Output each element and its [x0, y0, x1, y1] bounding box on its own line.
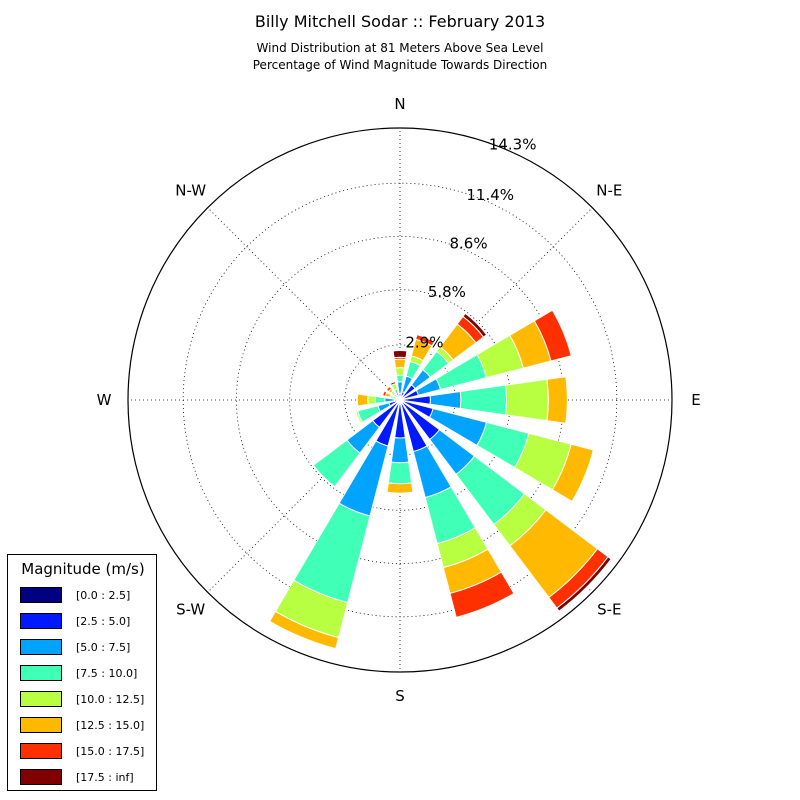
legend-swatch: [20, 587, 62, 603]
legend-swatch: [20, 639, 62, 655]
direction-label-s: S: [395, 687, 405, 705]
sector-segment-270-bin-4: [367, 394, 377, 406]
sector-segment-45-bin-7: [462, 312, 488, 338]
legend-swatch: [20, 769, 62, 785]
legend-swatch: [20, 743, 62, 759]
legend-label: [12.5 : 15.0]: [76, 719, 145, 732]
grid-spoke: [207, 207, 401, 401]
legend-label: [5.0 : 7.5]: [76, 641, 131, 654]
legend-label: [0.0 : 2.5]: [76, 589, 131, 602]
direction-label-s-w: S-W: [176, 600, 205, 618]
radial-tick-label: 8.6%: [449, 235, 487, 253]
direction-label-n: N: [394, 95, 405, 113]
outer-circle: [127, 127, 673, 673]
legend-swatch: [20, 665, 62, 681]
sector-segment-270-bin-3: [374, 395, 386, 405]
sector-segment-90-bin-2: [429, 390, 462, 410]
sector-segment-180-bin-2: [390, 437, 410, 464]
direction-label-w: W: [97, 391, 112, 409]
legend-label: [10.0 : 12.5]: [76, 693, 145, 706]
sector-segment-180-bin-5: [386, 482, 414, 494]
chart-subtitle-line-1: Wind Distribution at 81 Meters Above Sea…: [256, 41, 544, 55]
sector-segment-0-bin-4: [394, 367, 406, 377]
direction-labels: N N-E E S-E S S-W W N-W: [97, 95, 701, 705]
sector-segment-315-bin-7: [384, 384, 391, 391]
radial-tick-label: 14.3%: [489, 136, 537, 154]
sector-segment-157.5-bin-6: [449, 571, 515, 618]
sector-segment-90-bin-3: [459, 384, 508, 416]
sector-segment-67.5-bin-6: [533, 309, 572, 362]
chart-subtitle-line-2: Percentage of Wind Magnitude Towards Dir…: [252, 58, 548, 72]
grid-spoke: [399, 207, 593, 401]
sector-segment-225-bin-3: [312, 439, 361, 488]
sector-segment-270-bin-5: [356, 393, 369, 407]
sector-segment-90-bin-5: [546, 376, 568, 424]
sector-segment-135-bin-7: [556, 556, 612, 612]
legend-label: [17.5 : inf]: [76, 771, 134, 784]
direction-label-n-w: N-W: [175, 182, 206, 200]
legend-title: Magnitude (m/s): [21, 560, 145, 578]
direction-label-e: E: [691, 391, 700, 409]
sector-segment-90-bin-4: [504, 378, 549, 422]
sector-segment-180-bin-3: [387, 461, 413, 485]
sector-segment-22.5-bin-6: [415, 334, 435, 347]
radial-tick-label: 5.8%: [428, 283, 466, 301]
sector-segment-337.5-bin-7: [389, 380, 397, 386]
sector-segment-247.5-bin-5: [354, 410, 362, 425]
sector-segment-0-bin-5: [393, 358, 407, 369]
radial-tick-labels: 2.9% 5.8% 8.6% 11.4% 14.3%: [405, 136, 536, 352]
legend-label: [7.5 : 10.0]: [76, 667, 138, 680]
legend-swatch: [20, 717, 62, 733]
legend-swatch: [20, 613, 62, 629]
sector-segment-0-bin-7: [392, 350, 408, 359]
legend-label: [2.5 : 5.0]: [76, 615, 131, 628]
radial-tick-label: 2.9%: [405, 334, 443, 352]
sector-segment-112.5-bin-5: [551, 443, 594, 503]
sector-segment-292.5-bin-7: [380, 389, 386, 397]
legend-label: [15.0 : 17.5]: [76, 745, 145, 758]
radial-tick-label: 11.4%: [466, 186, 514, 204]
wind-rose-sectors: [268, 309, 612, 650]
direction-label-s-e: S-E: [597, 600, 621, 618]
sector-segment-0-bin-3: [395, 374, 405, 383]
grid-spoke: [207, 399, 401, 593]
legend: Magnitude (m/s) [0.0 : 2.5] [2.5 : 5.0] [5…: [7, 554, 157, 791]
sector-segment-202.5-bin-5: [268, 610, 340, 650]
chart-title: Billy Mitchell Sodar :: February 2013: [254, 12, 546, 31]
legend-swatch: [20, 691, 62, 707]
direction-label-n-e: N-E: [596, 182, 622, 200]
